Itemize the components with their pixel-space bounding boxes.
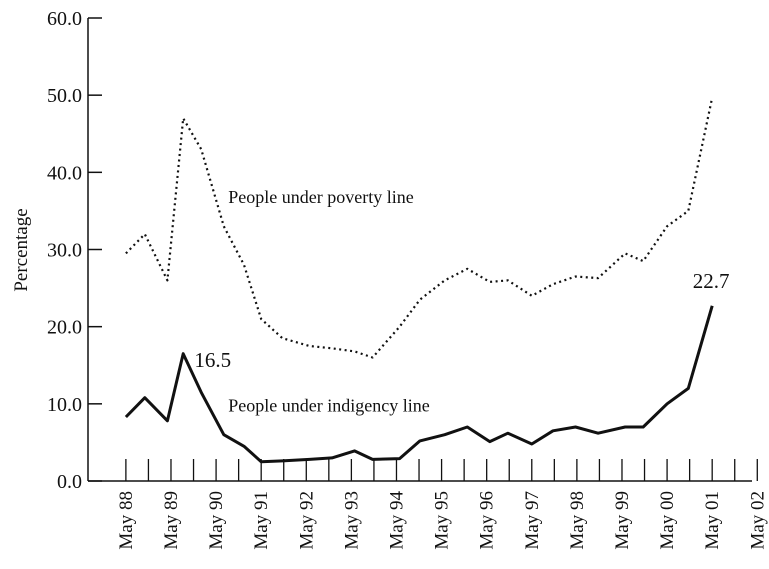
x-tick-label: May 88 bbox=[116, 491, 137, 550]
chart-annotation: People under indigency line bbox=[228, 396, 429, 416]
poverty-line-series bbox=[125, 97, 714, 359]
x-tick-label: May 99 bbox=[612, 491, 633, 550]
x-tick-label: May 01 bbox=[702, 491, 723, 550]
y-axis-label: Percentage bbox=[11, 208, 32, 291]
indigency-line-series bbox=[124, 305, 714, 464]
chart-annotation: 22.7 bbox=[693, 269, 730, 293]
x-tick-label: May 96 bbox=[477, 491, 498, 550]
x-tick-label: May 98 bbox=[567, 491, 588, 550]
x-tick-label: May 89 bbox=[161, 491, 182, 550]
y-tick-label: 60.0 bbox=[47, 8, 82, 30]
y-tick-label: 10.0 bbox=[47, 394, 82, 416]
x-tick-label: May 94 bbox=[386, 491, 407, 550]
x-tick-label: May 92 bbox=[296, 491, 317, 550]
y-tick-label: 50.0 bbox=[47, 85, 82, 107]
x-tick-label: May 91 bbox=[251, 491, 272, 550]
x-tick-label: May 00 bbox=[657, 491, 678, 550]
x-tick-label: May 02 bbox=[747, 491, 768, 550]
x-tick-label: May 90 bbox=[206, 491, 227, 550]
chart-annotation: 16.5 bbox=[194, 348, 231, 372]
y-tick-label: 20.0 bbox=[47, 317, 82, 339]
y-tick-label: 0.0 bbox=[57, 471, 82, 493]
x-tick-label: May 93 bbox=[341, 491, 362, 550]
chart-annotation: People under poverty line bbox=[228, 187, 413, 207]
y-tick-label: 30.0 bbox=[47, 240, 82, 262]
x-tick-label: May 95 bbox=[432, 491, 453, 550]
y-tick-label: 40.0 bbox=[47, 162, 82, 184]
x-tick-label: May 97 bbox=[522, 491, 543, 550]
